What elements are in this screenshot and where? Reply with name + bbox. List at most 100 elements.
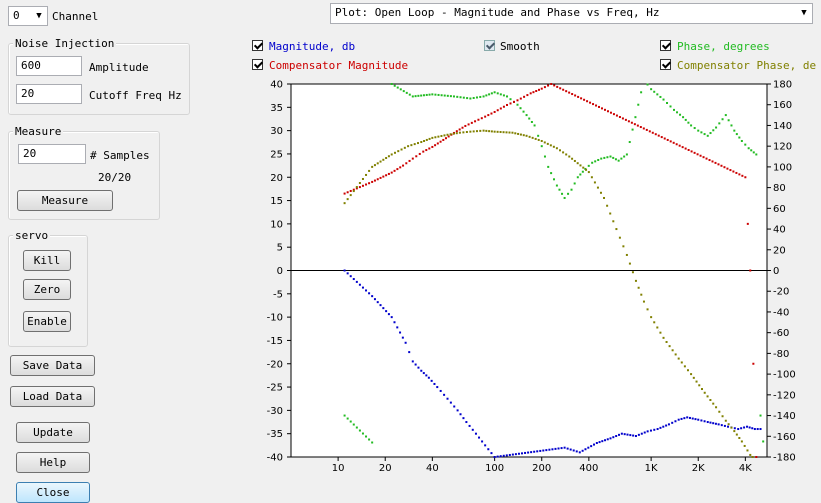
data-point	[750, 149, 753, 152]
data-point	[714, 422, 717, 425]
help-button[interactable]: Help	[16, 452, 90, 473]
data-point	[752, 151, 755, 154]
data-point	[696, 153, 699, 156]
amplitude-input[interactable]: 600	[16, 56, 82, 76]
measure-button[interactable]: Measure	[17, 190, 113, 211]
kill-button[interactable]: Kill	[23, 250, 71, 271]
data-point	[650, 316, 653, 319]
y-right-tick-label: 100	[773, 162, 792, 173]
data-point	[462, 417, 465, 420]
data-point	[499, 93, 502, 96]
comp-phase-checkbox[interactable]	[660, 59, 671, 70]
smooth-checkbox[interactable]	[484, 40, 495, 51]
data-point	[612, 156, 615, 159]
y-right-tick-label: 20	[773, 245, 786, 256]
data-point	[537, 134, 540, 137]
data-point	[549, 144, 552, 147]
data-point	[636, 124, 639, 127]
data-point	[399, 88, 402, 91]
data-point	[352, 423, 355, 426]
data-point	[355, 280, 358, 283]
x-tick-label: 10	[332, 463, 345, 474]
data-point	[558, 149, 561, 152]
y-right-tick-label: 40	[773, 225, 786, 236]
data-point	[618, 236, 621, 239]
zero-button[interactable]: Zero	[23, 279, 71, 300]
data-point	[554, 447, 557, 450]
data-point	[418, 152, 421, 155]
data-point	[446, 94, 449, 97]
channel-select[interactable]: 0 ▼	[8, 6, 48, 26]
data-point	[709, 421, 712, 424]
measure-progress: 20/20	[98, 171, 132, 184]
data-point	[558, 188, 561, 191]
data-point	[352, 188, 355, 191]
data-point	[730, 124, 733, 127]
y-right-tick-label: -100	[773, 370, 796, 381]
data-point	[573, 159, 576, 162]
y-right-tick-label: 180	[773, 80, 792, 91]
data-point	[592, 103, 595, 106]
magnitude-checkbox[interactable]	[252, 40, 263, 51]
data-point	[456, 95, 459, 98]
data-point	[382, 158, 385, 161]
data-point	[396, 168, 399, 171]
data-point	[746, 449, 749, 452]
data-point	[653, 90, 656, 93]
data-point	[562, 88, 565, 91]
data-point	[508, 453, 511, 456]
data-point	[662, 98, 665, 101]
x-tick-label: 200	[532, 463, 551, 474]
phase-checkbox[interactable]	[660, 40, 671, 51]
data-point	[559, 87, 562, 90]
data-point	[502, 105, 505, 108]
data-point	[639, 126, 642, 129]
data-point	[669, 105, 672, 108]
close-button[interactable]: Close	[16, 482, 90, 503]
data-point	[657, 134, 660, 137]
data-point	[490, 92, 493, 95]
data-point	[567, 192, 570, 195]
data-point	[488, 130, 491, 133]
data-point	[563, 446, 566, 449]
enable-button[interactable]: Enable	[23, 311, 71, 332]
data-point	[346, 272, 349, 275]
data-point	[614, 158, 617, 161]
plot-select[interactable]: Plot: Open Loop - Magnitude and Phase vs…	[330, 3, 813, 24]
data-point	[590, 445, 593, 448]
data-point	[568, 91, 571, 94]
data-point	[631, 128, 634, 131]
data-point	[759, 414, 762, 417]
data-point	[593, 181, 596, 184]
samples-input[interactable]: 20	[18, 144, 86, 164]
data-point	[646, 430, 649, 433]
data-point	[604, 439, 607, 442]
data-point	[601, 440, 604, 443]
data-point	[475, 96, 478, 99]
update-button[interactable]: Update	[16, 422, 90, 443]
data-point	[355, 187, 358, 190]
data-point	[368, 169, 371, 172]
data-point	[637, 433, 640, 436]
data-point	[612, 113, 615, 116]
data-point	[465, 421, 468, 424]
data-point	[534, 137, 537, 140]
data-point	[720, 424, 723, 427]
data-point	[751, 456, 754, 458]
data-point	[640, 91, 643, 94]
load-data-button[interactable]: Load Data	[10, 386, 95, 407]
data-point	[729, 169, 732, 172]
cutoff-freq-input[interactable]: 20	[16, 84, 82, 104]
data-point	[482, 95, 485, 98]
y-right-tick-label: 60	[773, 204, 786, 215]
data-point	[434, 93, 437, 96]
data-point	[349, 194, 352, 197]
data-point	[552, 145, 555, 148]
data-point	[672, 141, 675, 144]
data-point	[562, 151, 565, 154]
data-point	[542, 449, 545, 452]
data-point	[623, 433, 626, 436]
save-data-button[interactable]: Save Data	[10, 355, 95, 376]
comp-magnitude-checkbox[interactable]	[252, 59, 263, 70]
data-point	[519, 133, 522, 136]
